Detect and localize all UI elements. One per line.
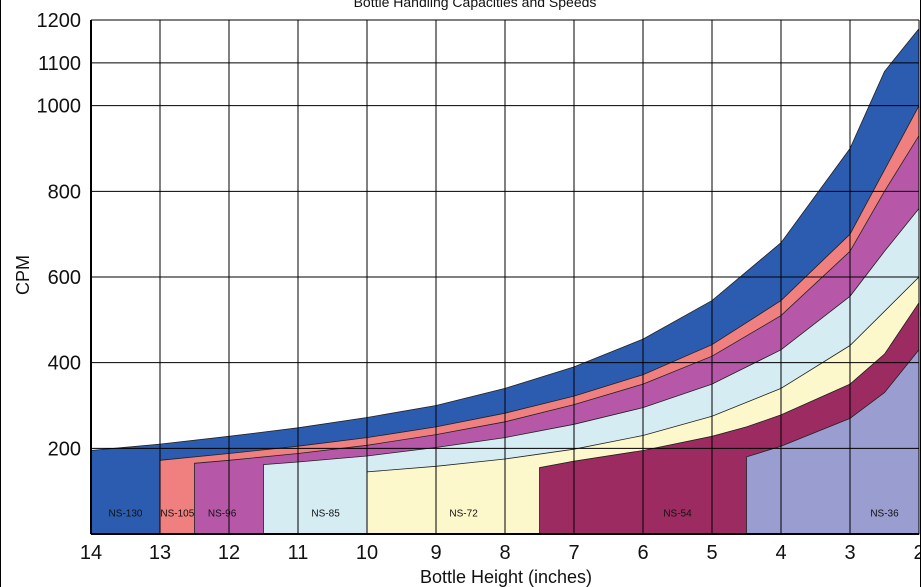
- x-tick-label: 6: [637, 542, 648, 564]
- y-axis-label: CPM: [13, 255, 33, 295]
- band-label-ns-105: NS-105: [160, 509, 194, 520]
- grid-lines: [90, 19, 920, 535]
- x-tick-label: 5: [706, 542, 717, 564]
- y-tick-label: 1100: [38, 53, 81, 75]
- band-label-ns-130: NS-130: [109, 509, 143, 520]
- y-tick-label: 1000: [37, 96, 82, 118]
- y-tick-label: 200: [48, 438, 81, 460]
- x-tick-label: 4: [775, 542, 786, 564]
- x-tick-label: 7: [568, 542, 579, 564]
- band-label-ns-96: NS-96: [208, 509, 237, 520]
- x-tick-label: 12: [218, 542, 240, 564]
- y-tick-label: 600: [48, 267, 81, 289]
- y-tick-label: 1200: [37, 10, 82, 32]
- band-label-ns-85: NS-85: [311, 509, 340, 520]
- x-tick-label: 2: [913, 542, 921, 564]
- chart-title: Bottle Handling Capacities and Speeds: [354, 0, 597, 10]
- x-tick-label: 8: [499, 542, 510, 564]
- band-label-ns-36: NS-36: [870, 509, 899, 520]
- y-tick-label: 800: [48, 181, 81, 203]
- x-tick-label: 14: [80, 542, 102, 564]
- x-axis-label: Bottle Height (inches): [420, 567, 592, 587]
- x-tick-label: 10: [356, 542, 378, 564]
- y-tick-label: 400: [48, 353, 81, 375]
- y-tick-labels: 200 400 600 800 1000 1100 1200: [37, 10, 82, 460]
- band-labels: NS-130 NS-105 NS-96 NS-85 NS-72 NS-54 NS-36: [109, 509, 900, 520]
- x-tick-labels: 14 13 12 11 10 9 8 7 6 5 4 3 2: [80, 542, 921, 564]
- band-label-ns-72: NS-72: [449, 509, 478, 520]
- x-tick-label: 11: [288, 542, 309, 564]
- x-tick-label: 13: [149, 542, 171, 564]
- band-label-ns-54: NS-54: [663, 509, 692, 520]
- x-tick-label: 3: [844, 542, 855, 564]
- x-tick-label: 9: [430, 542, 441, 564]
